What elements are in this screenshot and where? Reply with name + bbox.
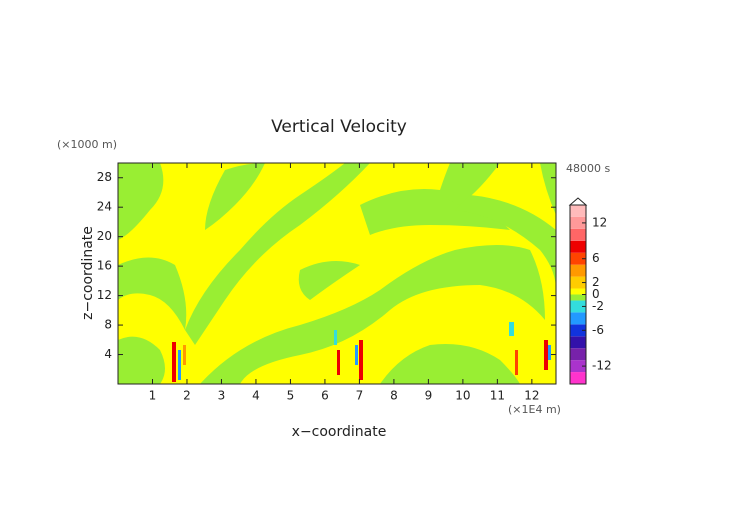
colorbar-band — [570, 294, 586, 301]
colorbar-tick-label: 0 — [592, 287, 600, 301]
x-unit: (×1E4 m) — [508, 403, 561, 416]
colorbar-band — [570, 288, 586, 295]
x-tick-label: 9 — [425, 389, 433, 403]
y-tick-label: 28 — [97, 170, 112, 184]
x-axis-title: x−coordinate — [292, 424, 387, 440]
colorbar-band — [570, 205, 586, 217]
colorbar-band — [570, 264, 586, 277]
field — [118, 163, 556, 384]
colorbar-band — [570, 360, 586, 373]
y-tick-label: 16 — [97, 259, 112, 273]
colorbar-arrow — [568, 197, 588, 206]
x-tick-label: 5 — [287, 389, 295, 403]
x-tick-label: 7 — [356, 389, 364, 403]
colorbar-tick-label: 12 — [592, 215, 607, 229]
y-axis-title: z−coordinate — [80, 226, 96, 320]
colorbar-band — [570, 276, 586, 289]
x-tick-label: 12 — [524, 389, 539, 403]
field-regions — [118, 163, 556, 384]
colorbar-tick-label: -2 — [592, 299, 604, 313]
x-tick-label: 11 — [490, 389, 505, 403]
colorbar-band — [570, 324, 586, 337]
colorbar-band — [570, 300, 586, 313]
colorbar-band — [570, 240, 586, 253]
colorbar-band — [570, 348, 586, 361]
colorbar-tick-label: 2 — [592, 275, 600, 289]
x-tick-label: 8 — [390, 389, 398, 403]
y-tick-label: 8 — [104, 318, 112, 332]
colorbar-band — [570, 216, 586, 229]
time-label: 48000 s — [566, 162, 610, 175]
field-spikes — [172, 322, 551, 382]
colorbar-band — [570, 312, 586, 325]
x-tick-label: 1 — [149, 389, 157, 403]
x-tick-label: 6 — [321, 389, 329, 403]
colorbar-band — [570, 228, 586, 241]
y-tick-label: 4 — [104, 347, 112, 361]
y-tick-label: 20 — [97, 229, 112, 243]
colorbar-band — [570, 336, 586, 349]
plot-frame — [117, 162, 557, 385]
x-tick-label: 10 — [455, 389, 470, 403]
colorbar-tick-label: 6 — [592, 251, 600, 265]
x-tick-label: 2 — [183, 389, 191, 403]
colorbar-tick-label: -12 — [592, 359, 612, 373]
x-tick-label: 3 — [218, 389, 226, 403]
y-tick-label: 12 — [97, 288, 112, 302]
colorbar-tick-label: -6 — [592, 323, 604, 337]
x-tick-label: 4 — [252, 389, 260, 403]
chart-title: Vertical Velocity — [271, 117, 407, 137]
y-unit: (×1000 m) — [57, 138, 117, 151]
colorbar-band — [570, 372, 586, 384]
y-tick-label: 24 — [97, 200, 112, 214]
colorbar-band — [570, 252, 586, 265]
